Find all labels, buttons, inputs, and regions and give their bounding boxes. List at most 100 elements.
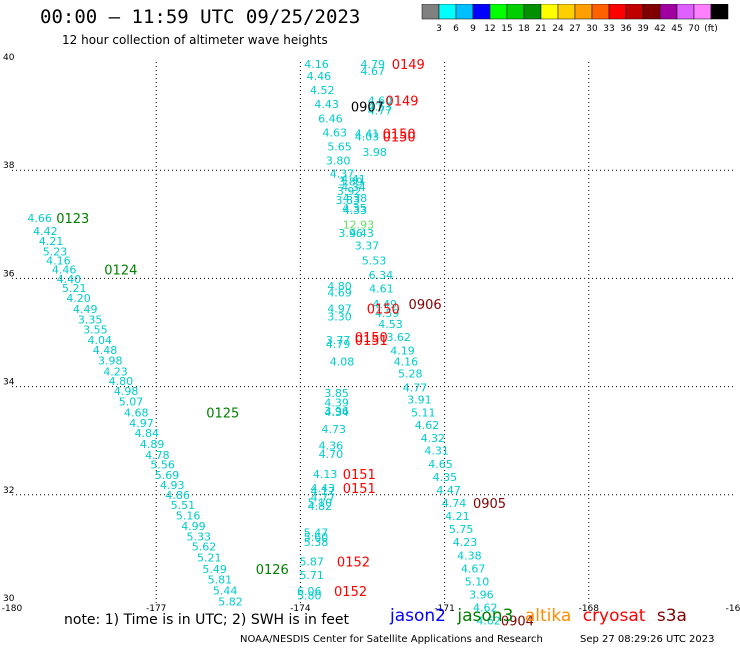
footer-timestamp: Sep 27 08:29:26 UTC 2023: [580, 634, 715, 645]
scale-label: 18: [518, 24, 530, 34]
swh-value: 4.49: [73, 303, 98, 316]
swh-value: 3.37: [355, 239, 380, 252]
swh-value: 4.77: [403, 382, 428, 395]
swh-value: 4.63: [323, 126, 348, 139]
swh-value: 4.62: [415, 419, 440, 432]
swh-value: 3.96: [338, 227, 363, 240]
swh-value: 3.85: [324, 387, 349, 400]
swh-value: 5.16: [176, 509, 201, 522]
swh-value: 5.10: [465, 575, 490, 588]
pass-time-label: 0151: [343, 468, 376, 483]
swh-value: 4.43: [310, 482, 335, 495]
scale-label: 9: [470, 24, 476, 34]
swh-value: 4.21: [39, 235, 64, 248]
swh-value: 3.96: [324, 405, 349, 418]
swh-value: 4.52: [310, 84, 335, 97]
swh-value: 12.93: [343, 218, 375, 231]
swh-value: 4.67: [360, 65, 385, 78]
swh-value: 3.55: [83, 323, 108, 336]
swh-value: 6.06: [297, 585, 322, 598]
swh-value: 4.79: [326, 338, 351, 351]
swh-value: 3.62: [386, 331, 411, 344]
swh-value: 4.23: [103, 365, 128, 378]
pass-time-label: 0149: [392, 58, 425, 73]
swh-value: 5.21: [197, 552, 222, 565]
pass-time-label: 0150: [383, 127, 416, 142]
swh-value: 5.23: [43, 245, 68, 258]
swh-value: 4.69: [327, 286, 352, 299]
swh-value: 4.84: [135, 427, 160, 440]
pass-time-label: 0906: [409, 298, 442, 313]
swh-value: 4.34: [324, 406, 349, 419]
swh-value: 5.65: [327, 140, 352, 153]
scale-label: 45: [671, 24, 682, 34]
swh-value: 3.30: [327, 310, 352, 323]
swh-value: 5.53: [362, 255, 387, 268]
swh-value: 5.47: [304, 527, 329, 540]
swh-value: 4.78: [145, 449, 170, 462]
swh-value: 4.48: [93, 344, 118, 357]
swh-value: 5.07: [119, 396, 144, 409]
swh-value: 4.36: [319, 440, 344, 453]
scale-label: (ft): [704, 24, 718, 34]
color-scale: 3 6 9 12 15 18 21 24 27 30 33 36 39 42 45 70 (ft): [421, 4, 729, 34]
swh-value: 4.33: [343, 204, 368, 217]
scale-label: 6: [453, 24, 459, 34]
scale-swatch: [710, 4, 729, 20]
swh-value: 4.17: [310, 485, 335, 498]
swh-value: 3.96: [469, 588, 494, 601]
swh-value: 6.46: [318, 112, 343, 125]
swh-value: 4.40: [57, 273, 81, 286]
scale-label: 42: [654, 24, 665, 34]
swh-value: 4.53: [368, 100, 393, 113]
swh-value: 4.99: [181, 520, 206, 533]
swh-value: 4.98: [114, 385, 139, 398]
scale-label: 27: [569, 24, 580, 34]
swh-value: 4.68: [124, 407, 149, 420]
x-tick-label: -174: [290, 604, 311, 614]
swh-value: 4.67: [461, 562, 486, 575]
swh-value: 4.59: [375, 307, 400, 320]
swh-value: 3.77: [326, 334, 351, 347]
pass-time-label: 0126: [256, 563, 289, 578]
swh-value: 4.74: [442, 497, 467, 510]
swh-value: 4.35: [433, 471, 458, 484]
swh-value: 4.82: [308, 500, 333, 513]
scale-label: 24: [552, 24, 564, 34]
swh-value: 4.08: [330, 356, 355, 369]
legend-s3a: s3a: [656, 606, 687, 626]
swh-value: 4.38: [343, 192, 368, 205]
swh-value: 4.65: [428, 458, 453, 471]
swh-value: 4.47: [436, 484, 461, 497]
swh-value: 4.41: [341, 173, 366, 186]
pass-time-label: 0907: [351, 100, 384, 115]
swh-value: 4.04: [87, 334, 112, 347]
swh-value: 4.38: [457, 549, 482, 562]
scale-label: 36: [620, 24, 632, 34]
swh-value: 4.13: [313, 468, 338, 481]
pass-time-label: 0151: [343, 482, 376, 497]
swh-value: 5.75: [449, 523, 474, 536]
scale-label: 33: [603, 24, 614, 34]
swh-value: 5.44: [213, 585, 238, 598]
pass-time-label: 0150: [367, 303, 400, 318]
swh-value: 4.46: [307, 70, 332, 83]
swh-value: 4.43: [349, 227, 374, 240]
legend-jason2: jason2: [390, 606, 446, 626]
swh-value: 5.81: [208, 574, 233, 587]
swh-value: 4.21: [445, 510, 470, 523]
swh-value: 5.51: [171, 499, 196, 512]
swh-value: 4.97: [327, 303, 352, 316]
swh-value: 4.61: [369, 283, 394, 296]
swh-value: 4.46: [52, 264, 77, 277]
scale-label: 3: [436, 24, 442, 34]
swh-value: 5.80: [297, 589, 322, 602]
footer-credit: NOAA/NESDIS Center for Satellite Applica…: [240, 634, 543, 645]
swh-value: 4.73: [322, 423, 347, 436]
swh-value: 4.80: [327, 280, 352, 293]
swh-value: 5.62: [192, 541, 217, 554]
swh-value: 5.10: [308, 496, 333, 509]
swh-value: 4.19: [390, 344, 415, 357]
y-tick-label: 36: [3, 269, 15, 279]
